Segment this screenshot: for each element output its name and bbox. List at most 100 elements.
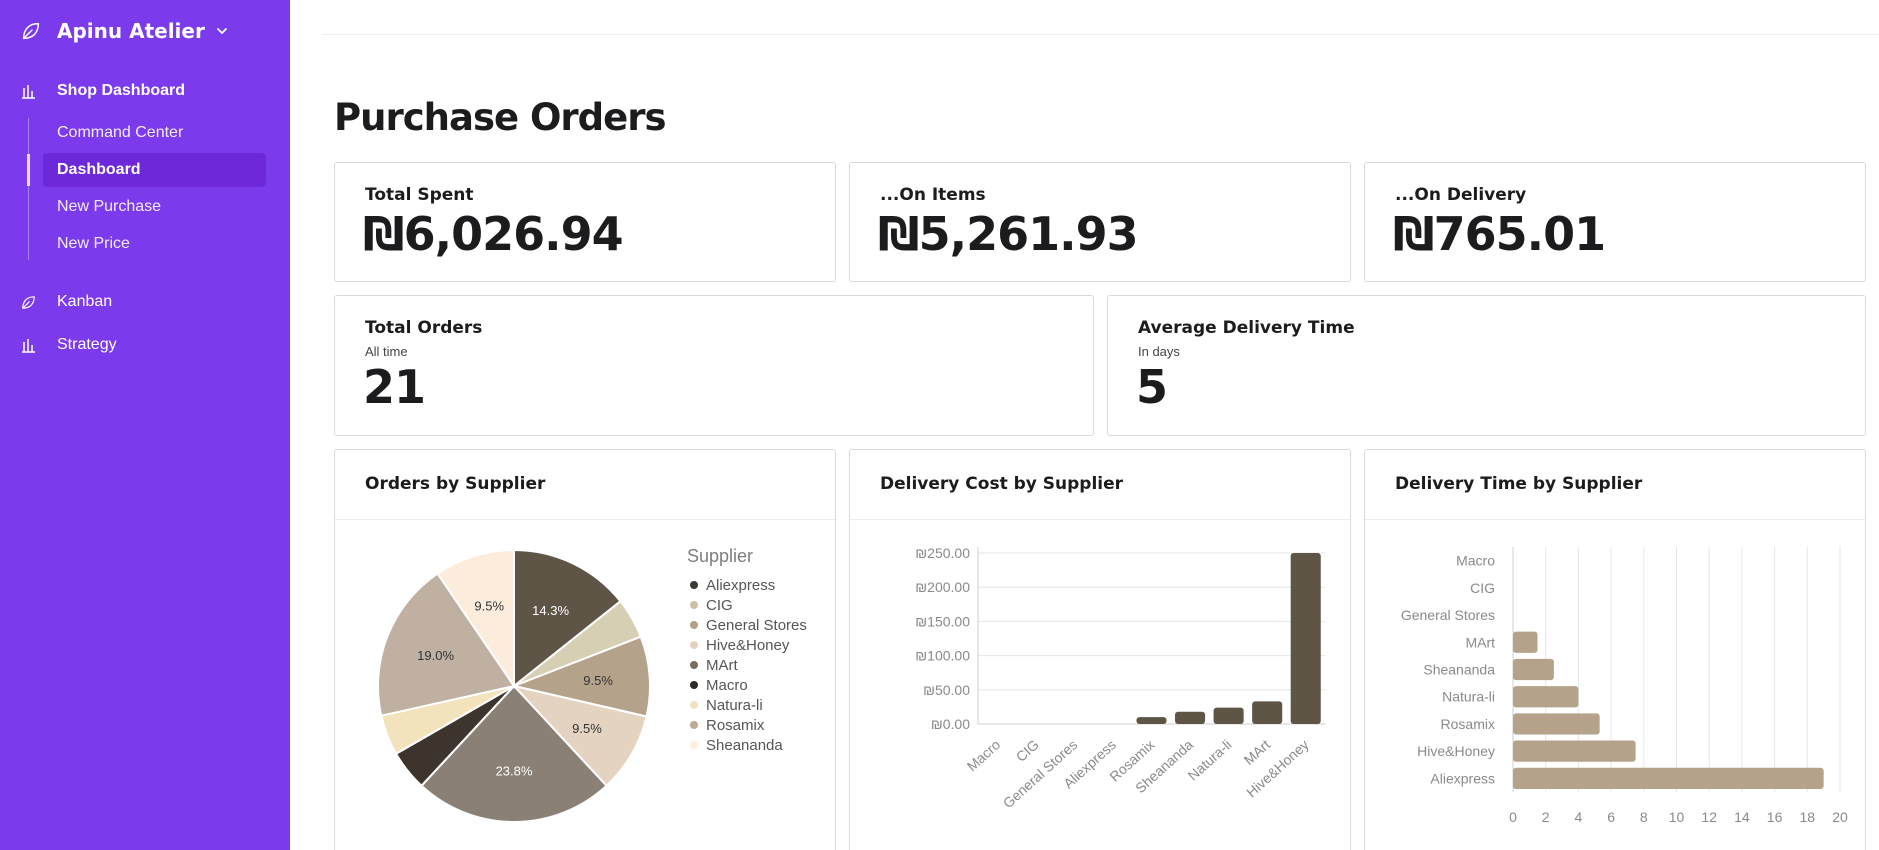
leaf-icon [20,20,42,42]
x-tick-label: MArt [1240,736,1273,768]
workspace-name: Apinu Atelier [57,19,205,43]
y-tick-label: ₪100.00 [915,648,970,664]
stat-card-on-items: ...On Items ₪5,261.93 [849,162,1351,282]
pie-slice [420,684,608,823]
stat-value: ₪6,026.94 [363,207,624,261]
y-tick-label: Macro [1456,553,1495,569]
stat-title: ...On Delivery [1395,185,1527,205]
stat-title: ...On Items [880,185,986,205]
stat-title: Total Orders [365,318,483,338]
bar [1252,701,1283,724]
y-tick-label: Natura-li [1442,689,1495,705]
x-tick-label: 10 [1669,809,1685,825]
stat-value: 5 [1136,360,1168,414]
x-tick-label: CIG [1013,736,1042,765]
x-tick-label: Macro [964,736,1004,774]
chart-card-orders-by-supplier: Orders by Supplier 14.3% 9.5% 9.5% 23.8% 19.… [334,449,836,850]
pie-legend: Aliexpress CIG General Stores Hive&Honey MAr… [690,575,807,755]
stat-title: Average Delivery Time [1138,318,1355,338]
y-tick-label: ₪50.00 [923,682,970,698]
nav-label: Strategy [57,336,117,353]
legend-swatch [690,581,698,589]
stat-value: ₪5,261.93 [878,207,1139,261]
subnav-dashboard[interactable]: Dashboard [43,153,266,187]
x-tick-label: 0 [1509,809,1517,825]
legend-item: CIG [690,595,807,615]
x-tick-label: 18 [1800,809,1816,825]
legend-item: MArt [690,655,807,675]
bar [1513,713,1600,735]
y-tick-label: Rosamix [1441,716,1495,732]
pie-chart: 14.3% 9.5% 9.5% 23.8% 19.0% 9.5% [377,548,651,823]
nav-strategy[interactable]: Strategy [20,333,117,357]
x-tick-label: 16 [1767,809,1783,825]
legend-title: Supplier [687,546,754,566]
header-divider [322,34,1879,35]
bar [1513,631,1538,653]
bar [1513,767,1824,790]
legend-swatch [690,741,698,749]
x-tick-label: 12 [1701,809,1717,825]
pie-slice-label: 14.3% [532,603,569,618]
y-tick-label: ₪250.00 [915,545,970,561]
y-tick-label: MArt [1465,634,1495,650]
delivery-cost-chart: ₪0.00 ₪50.00 ₪100.00 ₪150.00 ₪200.00 ₪250.00 M… [915,545,1325,811]
pie-slice [436,548,515,690]
legend-label: Aliexpress [706,576,776,594]
stat-subtitle: In days [1138,344,1180,359]
bar [1136,717,1167,724]
nav-label: Shop Dashboard [57,82,186,99]
y-tick-label: Hive&Honey [1417,743,1495,759]
pie-slice-label: 23.8% [496,763,533,778]
chart-card-delivery-cost: Delivery Cost by Supplier ₪0.00 ₪50.00 ₪10… [849,449,1351,850]
card-divider [335,519,835,520]
workspace-switcher[interactable]: Apinu Atelier [20,16,229,46]
x-tick-label: 14 [1734,809,1750,825]
x-tick-label: Natura-li [1185,736,1235,783]
x-tick-label: 4 [1575,809,1583,825]
bar [1513,686,1579,708]
legend-item: Hive&Honey [690,635,807,655]
y-tick-label: Sheananda [1423,662,1495,678]
card-divider [1365,519,1865,520]
stat-title: Total Spent [365,185,474,205]
pie-slice [513,548,622,689]
chart-title: Orders by Supplier [365,474,546,494]
legend-swatch [690,601,698,609]
nav-shop-dashboard[interactable]: Shop Dashboard [20,79,185,103]
legend-label: General Stores [706,616,807,634]
bar [1213,707,1244,724]
stat-value: ₪765.01 [1393,207,1606,261]
bar [1513,658,1554,681]
subnav-new-price[interactable]: New Price [57,235,130,252]
subnav-new-purchase[interactable]: New Purchase [57,198,162,215]
y-tick-label: ₪150.00 [915,613,970,629]
pie-slice [511,684,648,788]
pie-slice-label: 19.0% [417,648,454,663]
nav-kanban[interactable]: Kanban [20,290,112,314]
x-tick-label: 20 [1832,809,1848,825]
card-divider [850,519,1350,520]
legend-item: Rosamix [690,715,807,735]
x-tick-label: 2 [1542,809,1550,825]
legend-swatch [690,701,698,709]
legend-label: Macro [706,676,748,694]
subnav-command-center[interactable]: Command Center [57,124,184,141]
stat-card-total-orders: Total Orders All time 21 [334,295,1094,436]
legend-swatch [690,681,698,689]
stat-card-average-delivery-time: Average Delivery Time In days 5 [1107,295,1866,436]
legend-label: Natura-li [706,696,763,714]
legend-item: General Stores [690,615,807,635]
legend-label: Rosamix [706,716,765,734]
pie-slice [510,635,651,718]
legend-label: Hive&Honey [706,636,790,654]
legend-label: CIG [706,596,733,614]
legend-item: Macro [690,675,807,695]
chevron-down-icon [215,24,229,38]
leaf-icon [20,294,37,311]
delivery-time-chart: 0 2 4 6 8 10 12 14 16 18 20 Macro CIG General Stores M… [1401,547,1848,825]
bar [1175,711,1206,724]
legend-item: Natura-li [690,695,807,715]
x-tick-label: 8 [1640,809,1648,825]
y-tick-label: ₪200.00 [915,579,970,595]
